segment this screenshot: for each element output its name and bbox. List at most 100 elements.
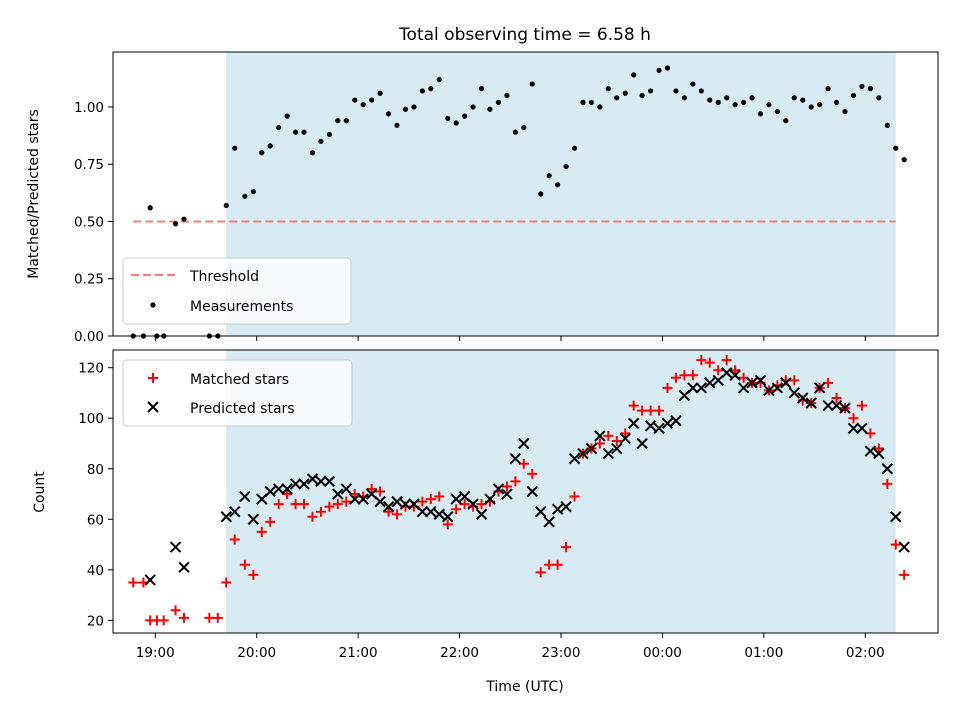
matched-stars-point bbox=[179, 612, 190, 623]
measurement-point bbox=[656, 67, 662, 73]
legend-predicted-marker bbox=[147, 401, 159, 413]
measurement-point bbox=[715, 99, 721, 105]
measurement-point bbox=[478, 86, 485, 92]
measurement-point bbox=[529, 81, 535, 87]
matched-stars-point bbox=[341, 496, 352, 507]
y-tick-label: 0.00 bbox=[74, 329, 104, 345]
predicted-stars-point bbox=[526, 485, 538, 498]
measurement-point bbox=[512, 129, 518, 135]
predicted-stars-point bbox=[687, 382, 699, 394]
predicted-stars-point bbox=[856, 422, 868, 435]
predicted-stars-point bbox=[391, 495, 403, 508]
predicted-stars-point bbox=[169, 541, 182, 553]
matched-stars-point bbox=[561, 542, 572, 553]
predicted-stars-point bbox=[771, 382, 784, 394]
predicted-stars-point bbox=[813, 382, 826, 394]
predicted-stars-point bbox=[315, 475, 327, 488]
measurement-point bbox=[859, 83, 865, 89]
measurement-point bbox=[833, 99, 840, 105]
matched-stars-point bbox=[848, 413, 859, 424]
predicted-stars-point bbox=[873, 447, 885, 460]
measurement-point bbox=[664, 65, 671, 71]
measurement-point bbox=[309, 150, 316, 156]
matched-stars-point bbox=[221, 577, 232, 588]
matched-stars-point bbox=[552, 559, 563, 570]
measurement-point bbox=[901, 157, 907, 163]
matched-stars-point bbox=[501, 481, 512, 492]
measurement-point bbox=[360, 102, 366, 108]
measurement-point bbox=[215, 333, 221, 339]
predicted-stars-point bbox=[492, 483, 505, 495]
predicted-stars-point bbox=[636, 437, 648, 450]
measurement-point bbox=[223, 202, 229, 209]
legend-measurements-marker bbox=[150, 302, 156, 308]
matched-stars-point bbox=[696, 355, 707, 366]
legend-box bbox=[122, 359, 353, 427]
predicted-stars-point bbox=[577, 447, 589, 460]
measurement-point bbox=[267, 143, 273, 149]
predicted-stars-point bbox=[729, 369, 741, 381]
measurement-point bbox=[631, 72, 637, 78]
predicted-stars-point bbox=[568, 452, 581, 465]
measurement-point bbox=[546, 173, 552, 179]
y-tick-label: 20 bbox=[87, 613, 104, 629]
measurement-point bbox=[648, 88, 654, 94]
measurement-point bbox=[259, 150, 265, 156]
y-tick-label: 80 bbox=[87, 462, 104, 478]
measurement-point bbox=[639, 92, 645, 99]
matched-stars-point bbox=[290, 499, 301, 510]
predicted-stars-point bbox=[332, 488, 344, 500]
predicted-stars-point bbox=[644, 420, 657, 432]
predicted-stars-point bbox=[704, 377, 716, 389]
predicted-stars-point bbox=[535, 506, 547, 518]
matched-stars-point bbox=[670, 372, 681, 383]
measurement-point bbox=[343, 118, 349, 124]
predicted-stars-point bbox=[653, 422, 665, 435]
matched-stars-point bbox=[899, 569, 910, 580]
predicted-stars-point bbox=[830, 399, 843, 412]
matched-stars-point bbox=[873, 443, 884, 454]
predicted-stars-point bbox=[281, 483, 293, 495]
predicted-stars-point bbox=[442, 511, 454, 523]
matched-stars-point bbox=[721, 355, 732, 366]
predicted-stars-point bbox=[501, 488, 513, 500]
matched-stars-point bbox=[603, 430, 614, 441]
measurement-point bbox=[154, 333, 160, 339]
predicted-stars-point bbox=[788, 387, 801, 399]
matched-stars-point bbox=[212, 612, 223, 623]
predicted-stars-point bbox=[560, 500, 572, 513]
predicted-stars-point bbox=[272, 483, 285, 495]
measurement-point bbox=[206, 333, 212, 339]
measurement-point bbox=[495, 99, 502, 105]
legend-matched-marker bbox=[148, 373, 158, 383]
measurement-point bbox=[318, 138, 324, 144]
measurement-point bbox=[504, 92, 510, 99]
predicted-stars-point bbox=[306, 473, 319, 485]
matched-stars-point bbox=[594, 438, 605, 449]
predicted-stars-point bbox=[754, 374, 767, 387]
x-tick-label: 01:00 bbox=[744, 645, 783, 661]
y-tick-label: 0.25 bbox=[74, 272, 104, 288]
measurement-point bbox=[250, 189, 256, 195]
matched-stars-point bbox=[315, 506, 326, 517]
measurement-point bbox=[571, 145, 578, 151]
predicted-stars-point bbox=[797, 392, 809, 404]
measurement-point bbox=[563, 163, 569, 170]
plot-frame bbox=[112, 349, 939, 634]
measurement-point bbox=[377, 90, 383, 96]
matched-stars-point bbox=[332, 499, 343, 510]
y-tick-label: 40 bbox=[87, 563, 104, 579]
measurement-point bbox=[800, 97, 806, 103]
x-axis-label: Time (UTC) bbox=[485, 679, 563, 695]
predicted-stars-point bbox=[374, 495, 386, 508]
measurement-point bbox=[774, 108, 780, 115]
measurement-point bbox=[681, 95, 688, 101]
y-tick-label: 100 bbox=[78, 411, 104, 427]
predicted-stars-point bbox=[357, 493, 369, 505]
top-panel: 0.00 0.25 0.50 0.75 1.00 Threshold Measurement… bbox=[74, 51, 939, 345]
predicted-stars-point bbox=[898, 541, 910, 553]
matched-stars-point bbox=[324, 501, 335, 512]
x-tick-label: 23:00 bbox=[542, 645, 581, 661]
plot-frame bbox=[112, 51, 939, 337]
